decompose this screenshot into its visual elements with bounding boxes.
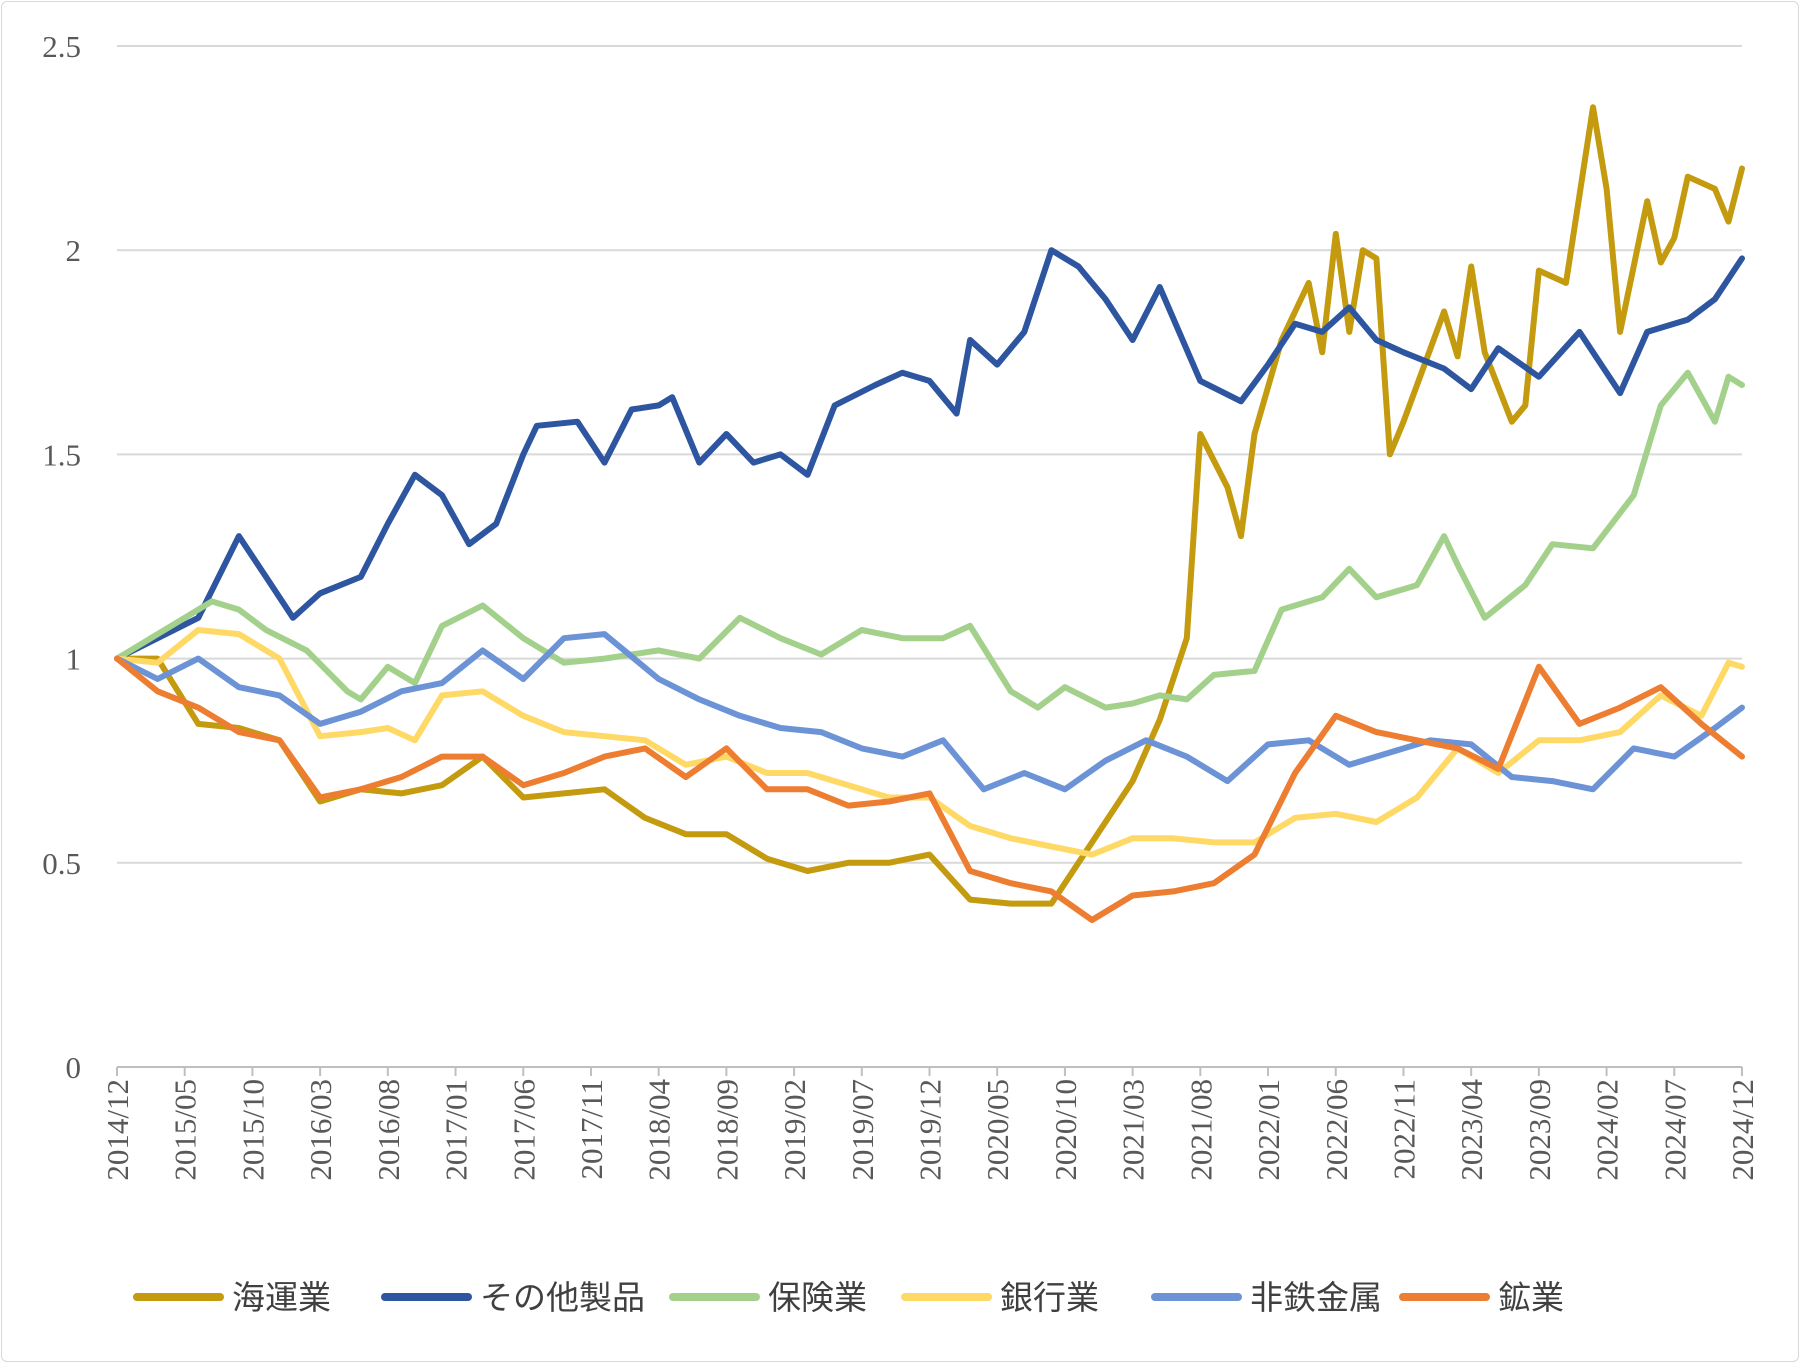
x-tick-label: 2019/12 xyxy=(913,1079,948,1181)
x-tick-label: 2017/06 xyxy=(506,1079,541,1181)
legend-label: 海運業 xyxy=(232,1278,331,1317)
x-tick-label: 2022/01 xyxy=(1251,1079,1286,1181)
x-tick-label: 2024/02 xyxy=(1590,1079,1625,1181)
y-tick-label: 0.5 xyxy=(42,846,81,881)
gridlines xyxy=(117,45,1742,864)
x-tick-label: 2019/07 xyxy=(845,1079,880,1181)
x-tick-label: 2024/07 xyxy=(1657,1079,1692,1181)
x-tick-label: 2022/06 xyxy=(1319,1079,1354,1181)
y-axis: 0 0.5 1 1.5 2 2.5 xyxy=(42,29,81,1085)
x-tick-label: 2017/01 xyxy=(439,1079,474,1181)
y-tick-label: 2.5 xyxy=(42,29,81,64)
legend: 海運業 その他製品 保険業 銀行業 非鉄金属 鉱業 xyxy=(133,1278,1564,1317)
legend-label: 銀行業 xyxy=(1000,1278,1099,1317)
y-tick-label: 1.5 xyxy=(42,437,81,472)
legend-label: 保険業 xyxy=(768,1278,867,1317)
x-tick-label: 2018/04 xyxy=(642,1079,677,1181)
x-tick-label: 2018/09 xyxy=(709,1079,744,1181)
x-tick-label: 2024/12 xyxy=(1725,1079,1760,1181)
series-line-5 xyxy=(114,631,1745,793)
series-line-3 xyxy=(114,369,1745,711)
x-tick-label: 2017/11 xyxy=(574,1079,609,1179)
series-line-6 xyxy=(114,655,1745,923)
series-line-1 xyxy=(114,104,1745,907)
x-tick-label: 2015/10 xyxy=(235,1079,270,1181)
legend-label: 鉱業 xyxy=(1498,1278,1564,1317)
x-tick-label: 2023/04 xyxy=(1454,1079,1489,1181)
x-tick-label: 2022/11 xyxy=(1386,1079,1421,1179)
x-tick-label: 2021/08 xyxy=(1183,1079,1218,1181)
x-tick-label: 2020/10 xyxy=(1048,1079,1083,1181)
x-tick-label: 2014/12 xyxy=(100,1079,135,1181)
legend-label: その他製品 xyxy=(480,1278,645,1317)
x-tick-label: 2015/05 xyxy=(168,1079,203,1181)
y-tick-label: 0 xyxy=(66,1050,82,1085)
x-tick-label: 2016/08 xyxy=(371,1079,406,1181)
x-axis: 2014/12 2015/05 2015/10 2016/03 2016/08 2017/… xyxy=(100,1066,1760,1181)
legend-label: 非鉄金属 xyxy=(1250,1278,1382,1317)
x-tick-label: 2021/03 xyxy=(1116,1079,1151,1181)
series-lines xyxy=(114,104,1745,923)
series-line-4 xyxy=(114,627,1745,858)
y-tick-label: 1 xyxy=(66,642,82,677)
x-tick-label: 2020/05 xyxy=(980,1079,1015,1181)
x-tick-label: 2023/09 xyxy=(1522,1079,1557,1181)
x-tick-label: 2019/02 xyxy=(777,1079,812,1181)
series-line-2 xyxy=(114,247,1745,662)
x-tick-label: 2016/03 xyxy=(303,1079,338,1181)
y-tick-label: 2 xyxy=(66,233,82,268)
